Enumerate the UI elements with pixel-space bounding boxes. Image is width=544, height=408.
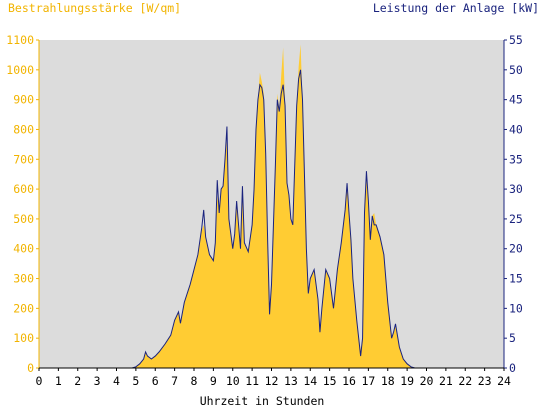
right-tick-label: 35 bbox=[509, 152, 523, 166]
irradiance-area bbox=[39, 44, 504, 368]
x-axis-title: Uhrzeit in Stunden bbox=[200, 394, 325, 408]
x-tick-label: 6 bbox=[152, 374, 159, 388]
x-tick-label: 4 bbox=[113, 374, 120, 388]
right-tick-label: 10 bbox=[509, 301, 523, 315]
x-tick-label: 24 bbox=[497, 374, 511, 388]
x-tick-label: 19 bbox=[400, 374, 414, 388]
x-tick-label: 13 bbox=[284, 374, 298, 388]
left-tick-label: 1100 bbox=[6, 33, 34, 47]
power-line bbox=[39, 69, 504, 369]
x-tick-label: 14 bbox=[303, 374, 317, 388]
x-axis-ticks: 0 1 2 3 4 5 6 7 8 9 10 11 12 13 14 15 16 17 18 19 20 21 22 23 24 bbox=[36, 368, 511, 388]
x-tick-label: 3 bbox=[94, 374, 101, 388]
x-tick-label: 10 bbox=[226, 374, 240, 388]
right-tick-label: 55 bbox=[509, 33, 523, 47]
left-tick-label: 300 bbox=[13, 272, 34, 286]
right-tick-label: 40 bbox=[509, 122, 523, 136]
x-tick-label: 16 bbox=[342, 374, 356, 388]
left-axis-ticks: 0 100 200 300 400 500 600 700 800 900 1000 1100 bbox=[6, 33, 39, 375]
x-tick-label: 8 bbox=[191, 374, 198, 388]
right-axis-ticks: 0 5 10 15 20 25 30 35 40 45 50 55 bbox=[504, 33, 523, 375]
x-tick-label: 9 bbox=[210, 374, 217, 388]
chart-titles: Bestrahlungsstärke [W/qm] Leistung der A… bbox=[8, 1, 539, 15]
left-tick-label: 600 bbox=[13, 182, 34, 196]
right-tick-label: 0 bbox=[509, 361, 516, 375]
right-tick-label: 20 bbox=[509, 242, 523, 256]
x-tick-label: 18 bbox=[381, 374, 395, 388]
x-tick-label: 20 bbox=[420, 374, 434, 388]
x-tick-label: 0 bbox=[36, 374, 43, 388]
x-tick-label: 17 bbox=[361, 374, 375, 388]
right-tick-label: 25 bbox=[509, 212, 523, 226]
right-tick-label: 5 bbox=[509, 331, 516, 345]
left-tick-label: 200 bbox=[13, 301, 34, 315]
left-tick-label: 0 bbox=[27, 361, 34, 375]
x-tick-label: 2 bbox=[74, 374, 81, 388]
right-tick-label: 15 bbox=[509, 272, 523, 286]
left-tick-label: 100 bbox=[13, 331, 34, 345]
left-tick-label: 500 bbox=[13, 212, 34, 226]
x-tick-label: 12 bbox=[265, 374, 279, 388]
left-tick-label: 1000 bbox=[6, 63, 34, 77]
x-tick-label: 7 bbox=[171, 374, 178, 388]
right-axis-title: Leistung der Anlage [kW] bbox=[373, 1, 539, 15]
right-tick-label: 50 bbox=[509, 63, 523, 77]
left-tick-label: 400 bbox=[13, 242, 34, 256]
x-tick-label: 5 bbox=[132, 374, 139, 388]
left-axis-title: Bestrahlungsstärke [W/qm] bbox=[8, 1, 181, 15]
right-tick-label: 45 bbox=[509, 93, 523, 107]
x-tick-label: 1 bbox=[55, 374, 62, 388]
x-tick-label: 11 bbox=[245, 374, 259, 388]
left-tick-label: 800 bbox=[13, 122, 34, 136]
left-tick-label: 700 bbox=[13, 152, 34, 166]
x-tick-label: 21 bbox=[439, 374, 453, 388]
right-tick-label: 30 bbox=[509, 182, 523, 196]
x-tick-label: 15 bbox=[323, 374, 337, 388]
left-tick-label: 900 bbox=[13, 93, 34, 107]
x-tick-label: 22 bbox=[458, 374, 472, 388]
x-tick-label: 23 bbox=[478, 374, 492, 388]
